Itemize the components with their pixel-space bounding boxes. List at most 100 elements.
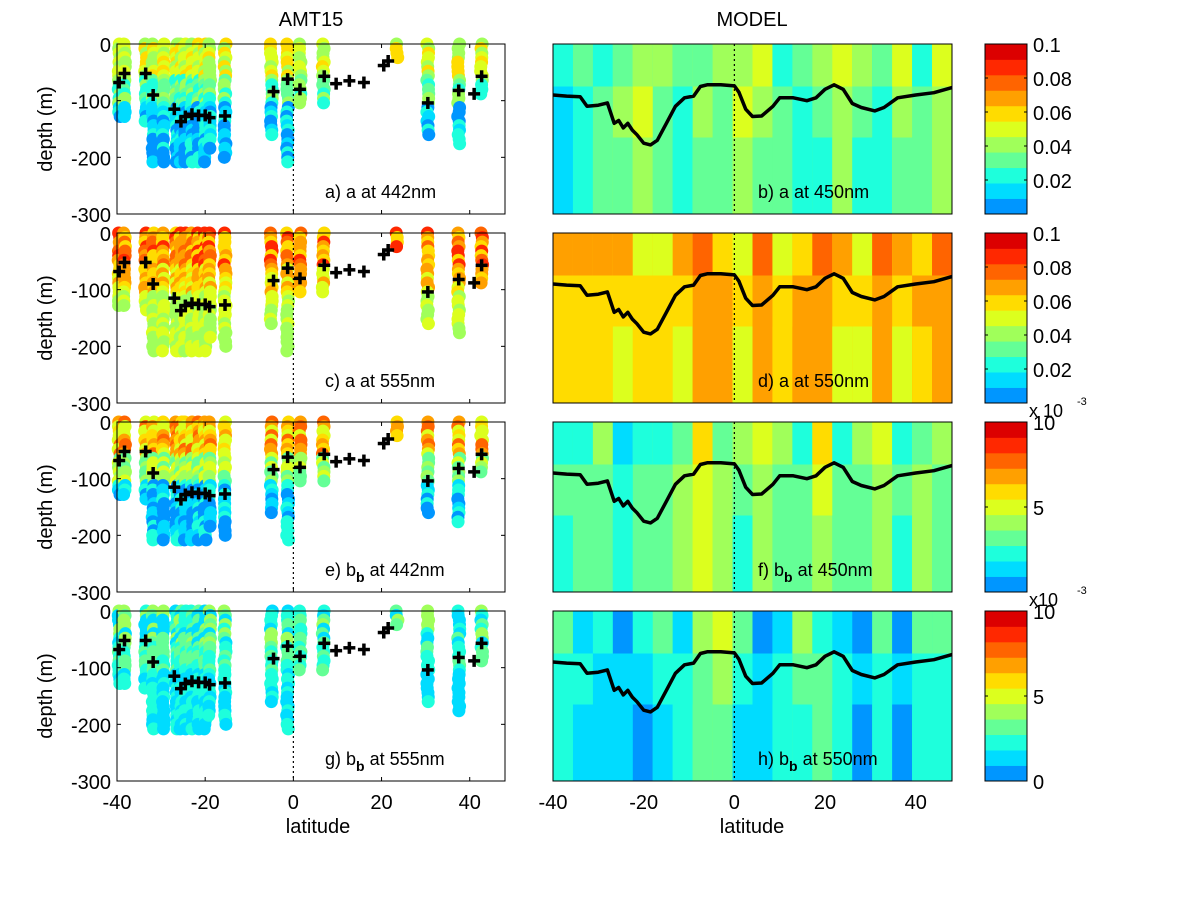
mld-cross-marker: [293, 650, 306, 663]
x-tick-label-right: 0: [729, 792, 740, 814]
station-sample-point: [264, 695, 278, 709]
model-cell: [932, 515, 952, 592]
model-cell: [592, 233, 614, 276]
model-cell: [892, 515, 913, 592]
station-sample-point: [292, 663, 306, 677]
colorbar-multiplier: x 10: [1029, 401, 1063, 421]
y-axis-label: depth (m): [35, 464, 57, 550]
model-cell: [812, 515, 833, 592]
mld-cross-marker: [118, 67, 131, 80]
x-tick-label-left: 0: [288, 792, 299, 814]
colorbar-segment: [985, 437, 1027, 454]
model-cell: [812, 44, 833, 87]
station-sample-point: [203, 330, 217, 344]
station-sample-point: [280, 344, 294, 358]
model-mld-line: [552, 272, 953, 336]
model-cell: [592, 422, 614, 465]
y-tick-label: -300: [71, 205, 111, 227]
station-sample-point: [474, 276, 488, 290]
model-cell: [612, 326, 634, 403]
model-cell: [852, 326, 873, 403]
station-sample-point: [218, 528, 232, 542]
model-cell: [692, 44, 714, 87]
mld-cross-marker: [343, 263, 356, 276]
mld-cross-marker: [330, 455, 343, 468]
model-cell: [592, 326, 614, 403]
model-cell: [872, 137, 893, 214]
colorbar-d: 0.1 0.08 0.06 0.04 0.02 x 10 -3: [984, 224, 1087, 421]
mld-cross-marker: [203, 678, 216, 691]
model-cell: [852, 704, 873, 781]
panel-label: b) a at 450nm: [758, 182, 869, 202]
colorbar-segment: [985, 167, 1027, 184]
y-tick-label: -200: [71, 526, 111, 548]
station-sample-point: [316, 663, 330, 677]
mld-cross-marker: [113, 454, 126, 467]
model-cell: [553, 515, 574, 592]
model-cell: [672, 704, 694, 781]
mld-cross-marker: [330, 266, 343, 279]
model-cell: [752, 704, 773, 781]
station-sample-point: [197, 722, 211, 736]
colorbar-segment: [985, 183, 1027, 199]
colorbar-segment: [985, 468, 1027, 485]
axes-frame: [116, 610, 506, 782]
model-cell: [872, 233, 893, 276]
mld-cross-marker: [267, 463, 280, 476]
mld-cross-marker: [293, 272, 306, 285]
model-cell: [712, 137, 734, 214]
colorbar-segment: [985, 561, 1027, 577]
model-cell: [572, 137, 594, 214]
colorbar-segment: [985, 499, 1027, 516]
model-heatmap: [553, 233, 952, 403]
colorbar-tick-label: 0.04: [1033, 137, 1072, 159]
station-sample-point: [452, 326, 466, 340]
model-cell: [912, 44, 933, 87]
model-cell: [832, 233, 853, 276]
station-sample-point: [198, 155, 212, 169]
column-title-model: MODEL: [716, 9, 787, 31]
colorbar-segment: [985, 611, 1027, 627]
model-cell: [792, 515, 813, 592]
mld-cross-marker: [330, 644, 343, 657]
station-sample-point: [474, 465, 488, 479]
mld-cross-marker: [293, 461, 306, 474]
mld-cross-marker: [179, 299, 192, 312]
mld-cross-marker: [318, 637, 331, 650]
model-cell: [852, 611, 873, 654]
model-cell: [892, 233, 913, 276]
model-cell: [612, 233, 634, 276]
colorbar-segment: [985, 576, 1027, 593]
model-cell: [752, 422, 773, 465]
mld-cross-marker: [139, 445, 152, 458]
model-cell: [892, 326, 913, 403]
colorbar-segment: [985, 59, 1027, 76]
model-cell: [672, 326, 694, 403]
model-cell: [572, 44, 594, 87]
colorbar-segment: [985, 483, 1027, 500]
model-cell: [832, 137, 853, 214]
model-cell: [553, 611, 574, 654]
colorbar-segment: [985, 734, 1027, 751]
model-cell: [892, 611, 913, 654]
model-cell: [632, 233, 654, 276]
x-tick-label-left: 20: [370, 792, 392, 814]
station-sample-point: [199, 533, 213, 547]
mld-cross-marker: [357, 454, 370, 467]
colorbar-tick-label: 0.06: [1033, 103, 1072, 125]
colorbar-tick-label: 0.04: [1033, 326, 1072, 348]
axes-frame: [116, 43, 506, 215]
mld-cross-marker: [357, 265, 370, 278]
model-cell: [752, 137, 773, 214]
x-tick-label-right: -20: [629, 792, 658, 814]
model-cell: [652, 422, 674, 465]
station-sample-point: [281, 722, 295, 736]
colorbar-tick-label: 0.06: [1033, 292, 1072, 314]
model-heatmap: [553, 44, 952, 214]
y-tick-label: -300: [71, 772, 111, 794]
model-cell: [752, 515, 773, 592]
axes-frame: [116, 232, 506, 404]
axes-frame: [552, 610, 953, 782]
y-tick-label: -100: [71, 281, 111, 303]
